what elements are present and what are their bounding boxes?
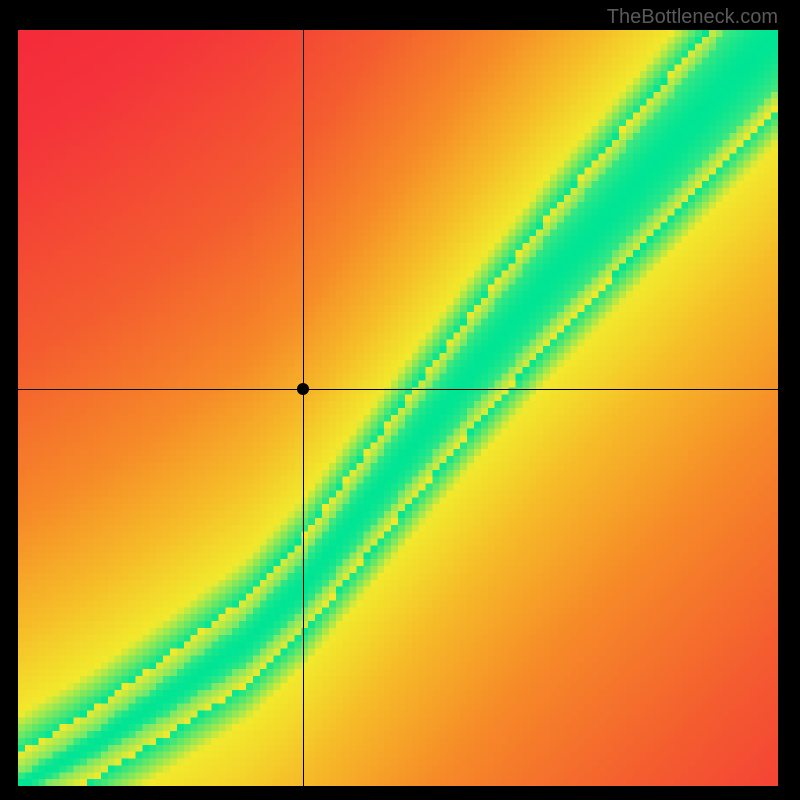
chart-container: TheBottleneck.com <box>0 0 800 800</box>
heatmap-plot-area <box>18 30 778 786</box>
crosshair-horizontal-line <box>18 389 778 390</box>
crosshair-point <box>297 383 309 395</box>
crosshair-vertical-line <box>303 30 304 786</box>
heatmap-canvas <box>18 30 778 786</box>
watermark-text: TheBottleneck.com <box>607 6 778 29</box>
